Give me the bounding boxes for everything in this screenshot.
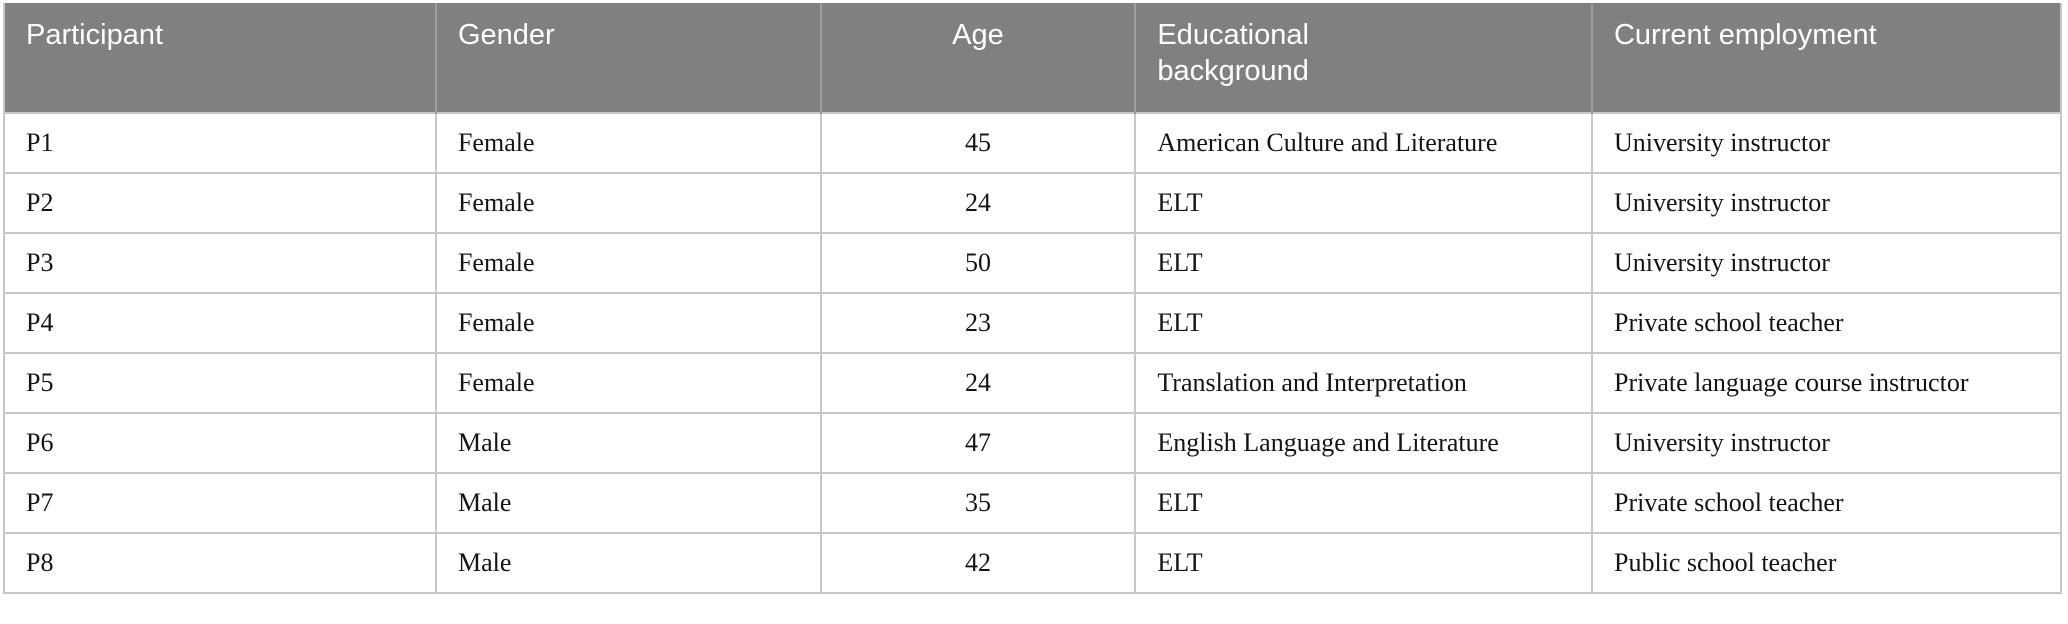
header-row: Participant Gender Age Educational backg… xyxy=(4,3,2061,113)
table-body: P1 Female 45 American Culture and Literatur… xyxy=(4,112,2061,593)
cell-gender: Female xyxy=(434,172,821,233)
cell-gender: Female xyxy=(434,292,821,353)
cell-educational-background: ELT xyxy=(1134,172,1592,233)
cell-current-employment: University instructor xyxy=(1590,112,2061,173)
cell-educational-background: Translation and Interpretation xyxy=(1134,352,1592,413)
cell-current-employment: Private school teacher xyxy=(1590,292,2061,353)
table-row: P4 Female 23 ELT Private school teacher xyxy=(4,292,2061,353)
table-row: P8 Male 42 ELT Public school teacher xyxy=(4,532,2061,593)
cell-participant: P8 xyxy=(4,532,436,593)
cell-age: 23 xyxy=(819,292,1136,353)
cell-gender: Female xyxy=(434,352,821,413)
cell-age: 42 xyxy=(819,532,1136,593)
column-header-current-employment: Current employment xyxy=(1590,3,2061,113)
cell-educational-background: ELT xyxy=(1134,232,1592,293)
table-row: P3 Female 50 ELT University instructor xyxy=(4,232,2061,293)
cell-participant: P7 xyxy=(4,472,436,533)
cell-participant: P5 xyxy=(4,352,436,413)
column-header-participant-label: Participant xyxy=(26,19,164,51)
cell-participant: P3 xyxy=(4,232,436,293)
cell-educational-background: American Culture and Literature xyxy=(1134,112,1592,173)
column-header-educational-background-label: Educational background xyxy=(1157,19,1309,87)
cell-age: 35 xyxy=(819,472,1136,533)
cell-educational-background: ELT xyxy=(1134,472,1592,533)
column-header-gender-label: Gender xyxy=(457,19,555,51)
cell-gender: Male xyxy=(434,532,821,593)
table-row: P1 Female 45 American Culture and Literatur… xyxy=(4,112,2061,173)
cell-gender: Male xyxy=(434,472,821,533)
column-header-age-label: Age xyxy=(952,19,1004,51)
cell-age: 24 xyxy=(819,172,1136,233)
table-row: P6 Male 47 English Language and Literature U… xyxy=(4,412,2061,473)
cell-participant: P6 xyxy=(4,412,436,473)
participants-table: Participant Gender Age Educational backg… xyxy=(3,3,2062,594)
column-header-participant: Participant xyxy=(4,3,436,113)
cell-participant: P1 xyxy=(4,112,436,173)
cell-participant: P2 xyxy=(4,172,436,233)
cell-current-employment: University instructor xyxy=(1590,412,2061,473)
cell-current-employment: Private school teacher xyxy=(1590,472,2061,533)
cell-current-employment: University instructor xyxy=(1590,232,2061,293)
cell-participant: P4 xyxy=(4,292,436,353)
cell-gender: Female xyxy=(434,112,821,173)
participants-table-container: Participant Gender Age Educational backg… xyxy=(3,3,2062,594)
cell-age: 47 xyxy=(819,412,1136,473)
cell-educational-background: English Language and Literature xyxy=(1134,412,1592,473)
table-row: P7 Male 35 ELT Private school teacher xyxy=(4,472,2061,533)
table-row: P5 Female 24 Translation and Interpretation… xyxy=(4,352,2061,413)
column-header-gender: Gender xyxy=(434,3,821,113)
table-row: P2 Female 24 ELT University instructor xyxy=(4,172,2061,233)
cell-current-employment: Private language course instructor xyxy=(1590,352,2061,413)
cell-current-employment: Public school teacher xyxy=(1590,532,2061,593)
column-header-educational-background: Educational background xyxy=(1134,3,1592,113)
cell-educational-background: ELT xyxy=(1134,292,1592,353)
table-header: Participant Gender Age Educational backg… xyxy=(4,3,2061,113)
cell-gender: Female xyxy=(434,232,821,293)
cell-age: 24 xyxy=(819,352,1136,413)
column-header-current-employment-label: Current employment xyxy=(1613,19,1877,51)
cell-current-employment: University instructor xyxy=(1590,172,2061,233)
column-header-age: Age xyxy=(819,3,1136,113)
cell-educational-background: ELT xyxy=(1134,532,1592,593)
cell-age: 45 xyxy=(819,112,1136,173)
cell-gender: Male xyxy=(434,412,821,473)
cell-age: 50 xyxy=(819,232,1136,293)
